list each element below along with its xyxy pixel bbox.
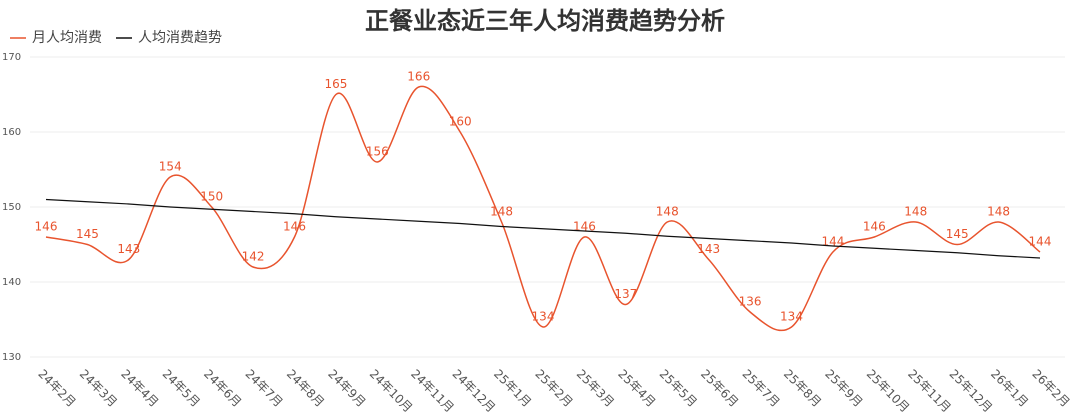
y-tick-label: 130: [2, 352, 21, 363]
x-tick-label: 24年5月: [160, 367, 203, 410]
x-tick-label: 25年11月: [905, 367, 953, 415]
data-label: 160: [449, 115, 472, 129]
y-tick-label: 160: [2, 127, 21, 138]
x-tick-label: 25年3月: [574, 367, 617, 410]
data-label: 148: [904, 205, 927, 219]
data-label: 142: [242, 250, 265, 264]
x-tick-label: 26年2月: [1029, 367, 1072, 410]
data-label: 144: [1029, 235, 1052, 249]
data-label: 148: [490, 205, 513, 219]
series-line: [45, 85, 1041, 332]
x-tick-label: 25年12月: [947, 367, 995, 415]
data-label: 150: [200, 190, 223, 204]
data-label: 146: [863, 220, 886, 234]
data-label: 145: [946, 227, 969, 241]
x-tick-label: 24年3月: [77, 367, 120, 410]
data-label: 166: [407, 70, 430, 84]
data-label: 146: [573, 220, 596, 234]
x-tick-label: 25年9月: [822, 367, 865, 410]
x-tick-label: 24年6月: [201, 367, 244, 410]
data-label: 165: [324, 77, 347, 91]
x-tick-label: 24年4月: [118, 367, 161, 410]
data-label: 134: [780, 310, 803, 324]
data-label: 148: [987, 205, 1010, 219]
data-label: 154: [159, 160, 182, 174]
x-tick-label: 24年8月: [284, 367, 327, 410]
legend-label: 月人均消费: [32, 30, 102, 46]
y-tick-label: 150: [2, 202, 21, 213]
x-tick-label: 25年6月: [698, 367, 741, 410]
x-tick-label: 25年2月: [532, 367, 575, 410]
series-line: [45, 198, 1041, 259]
data-label: 146: [283, 220, 306, 234]
x-tick-label: 24年9月: [325, 367, 368, 410]
x-tick-label: 24年11月: [408, 367, 456, 415]
x-tick-label: 24年10月: [367, 367, 415, 415]
chart-title: 正餐业态近三年人均消费趋势分析: [365, 7, 725, 35]
data-label: 134: [532, 310, 555, 324]
x-tick-label: 25年5月: [657, 367, 700, 410]
data-label: 143: [697, 242, 720, 256]
data-label: 145: [76, 227, 99, 241]
x-tick-label: 25年7月: [739, 367, 782, 410]
data-label: 156: [366, 145, 389, 159]
data-label: 143: [117, 242, 140, 256]
legend-label: 人均消费趋势: [138, 30, 222, 46]
y-tick-label: 170: [2, 52, 21, 63]
x-tick-label: 24年12月: [450, 367, 498, 415]
data-label: 146: [35, 220, 58, 234]
x-tick-label: 24年2月: [35, 367, 78, 410]
y-tick-label: 140: [2, 277, 21, 288]
data-label: 148: [656, 205, 679, 219]
data-label: 137: [614, 287, 637, 301]
data-label: 136: [739, 295, 762, 309]
x-tick-label: 24年7月: [242, 367, 285, 410]
x-tick-label: 25年4月: [615, 367, 658, 410]
x-tick-label: 25年10月: [864, 367, 912, 415]
x-tick-label: 25年8月: [781, 367, 824, 410]
